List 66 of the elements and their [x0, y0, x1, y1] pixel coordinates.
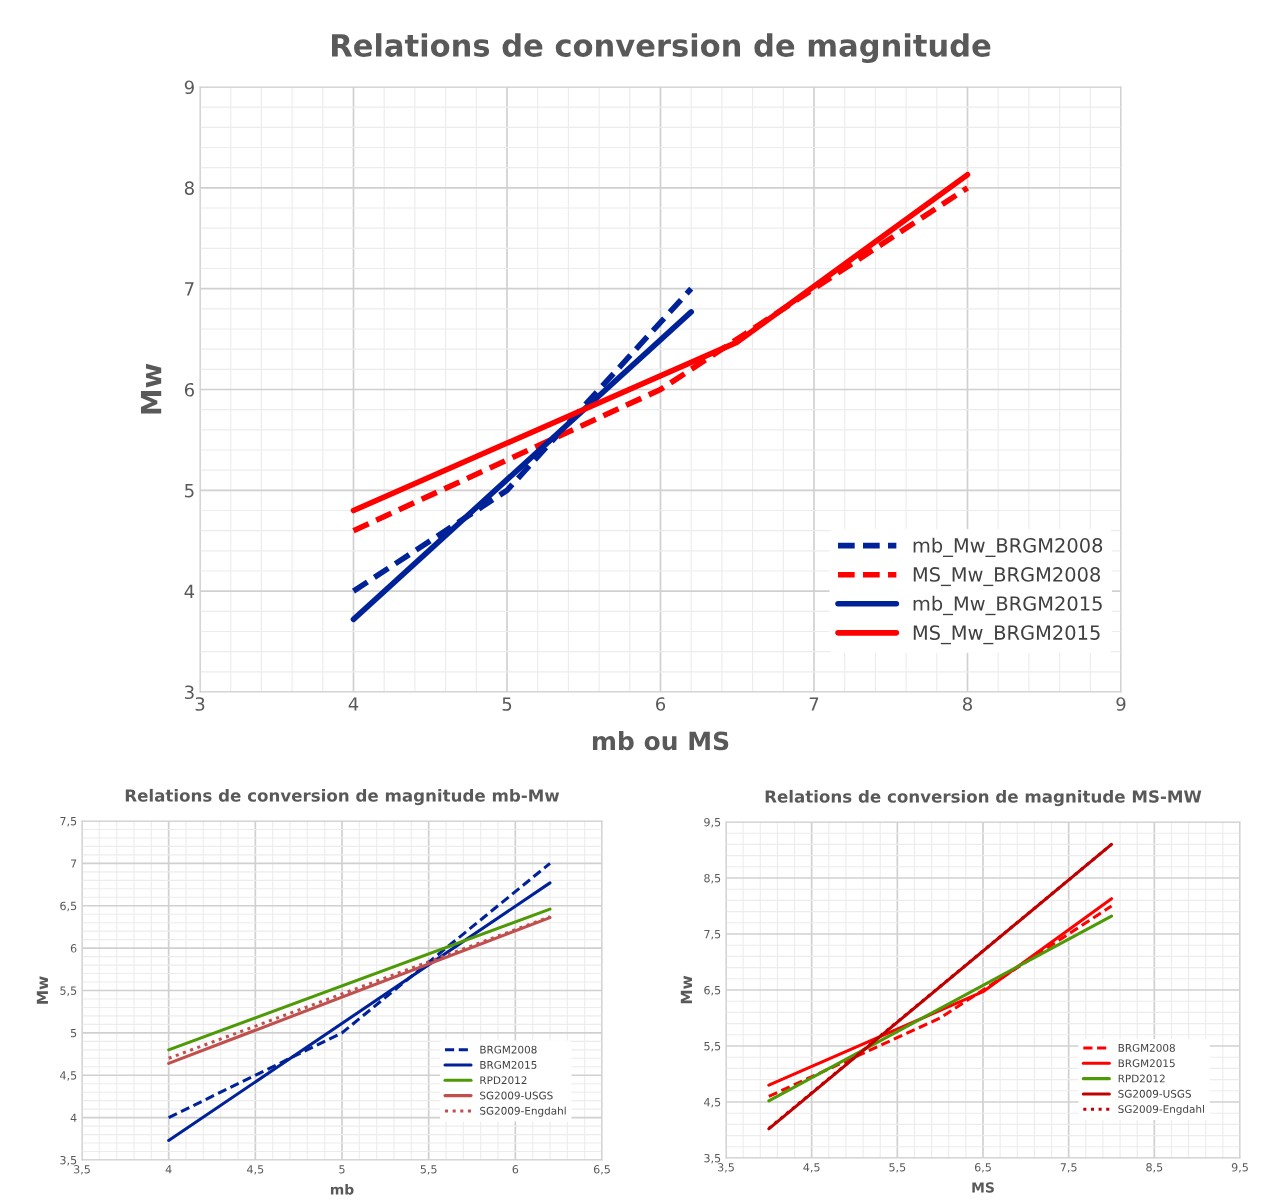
legend-label: BRGM2008 — [1118, 1043, 1175, 1052]
y-tick-label: 7,5 — [704, 930, 721, 940]
x-tick-label: 5 — [339, 1165, 345, 1174]
x-tick-label: 5,5 — [889, 1163, 906, 1173]
x-tick-label: 6,5 — [974, 1163, 991, 1173]
y-tick-label: 7,5 — [60, 817, 77, 827]
legend-label: SG2009-Engdahl — [1118, 1104, 1204, 1116]
y-tick-label: 5,5 — [704, 1042, 721, 1052]
legend-label: BRGM2008 — [480, 1045, 537, 1054]
legend-label: MS_Mw_BRGM2015 — [913, 625, 1100, 645]
legend-label: mb_Mw_BRGM2015 — [913, 595, 1102, 616]
x-tick-label: 8 — [962, 697, 973, 711]
legend-label: RPD2012 — [480, 1076, 527, 1085]
x-axis-title: mb ou MS — [592, 731, 729, 751]
legend-label: MS_Mw_BRGM2008 — [913, 567, 1100, 587]
x-tick-label: 8,5 — [1146, 1163, 1163, 1173]
x-tick-label: 9,5 — [1231, 1163, 1248, 1173]
legend-label: BRGM2015 — [1118, 1059, 1175, 1068]
x-axis-title: mb — [330, 1183, 354, 1195]
x-tick-label: 4 — [165, 1165, 172, 1174]
x-tick-label: 3 — [195, 697, 205, 711]
y-tick-label: 3,5 — [60, 1155, 77, 1166]
legend-label: SG2009-USGS — [480, 1091, 553, 1100]
legend-label: SG2009-USGS — [1118, 1089, 1191, 1098]
x-axis-title: MS — [972, 1182, 994, 1193]
x-tick-label: 9 — [1116, 697, 1126, 711]
y-tick-label: 5 — [70, 1029, 77, 1038]
y-tick-label: 4 — [184, 584, 195, 599]
x-tick-label: 5,5 — [420, 1165, 437, 1175]
x-tick-label: 7,5 — [1060, 1163, 1077, 1173]
y-axis-title: Mw — [680, 975, 692, 1004]
x-tick-label: 6,5 — [593, 1165, 610, 1175]
x-tick-label: 6 — [656, 697, 666, 711]
x-tick-label: 7 — [809, 697, 819, 711]
y-tick-label: 4,5 — [60, 1071, 77, 1081]
y-axis-title: Mw — [36, 976, 48, 1004]
x-tick-label: 4 — [348, 697, 359, 711]
y-tick-label: 6,5 — [60, 901, 77, 912]
y-tick-label: 6 — [184, 382, 194, 397]
y-tick-label: 7 — [70, 859, 77, 868]
y-tick-label: 9,5 — [704, 817, 721, 828]
x-tick-label: 4,5 — [247, 1165, 264, 1175]
legend-label: BRGM2015 — [480, 1060, 537, 1069]
y-tick-label: 3,5 — [704, 1153, 721, 1164]
y-tick-label: 9 — [184, 80, 194, 95]
x-tick-label: 6 — [512, 1165, 519, 1174]
y-tick-label: 8,5 — [704, 873, 721, 884]
y-tick-label: 6 — [70, 944, 77, 953]
chart-title: Relations de conversion de magnitude mb-Mw — [125, 788, 560, 806]
legend-label: RPD2012 — [1118, 1074, 1165, 1083]
chart-title: Relations de conversion de magnitude — [332, 33, 991, 64]
x-tick-label: 4,5 — [803, 1163, 820, 1173]
y-tick-label: 4,5 — [704, 1098, 721, 1108]
y-tick-label: 4 — [70, 1113, 77, 1122]
legend-label: SG2009-Engdahl — [480, 1106, 566, 1117]
y-axis-title: Mw — [140, 363, 162, 414]
y-tick-label: 6,5 — [704, 985, 721, 996]
x-tick-label: 5 — [502, 697, 512, 711]
chart-title: Relations de conversion de magnitude MS-MW — [765, 789, 1202, 807]
y-tick-label: 5,5 — [60, 986, 77, 997]
y-tick-label: 8 — [184, 181, 194, 195]
x-tick-label: 3,5 — [718, 1163, 734, 1173]
y-tick-label: 5 — [185, 484, 194, 498]
y-tick-label: 3 — [185, 685, 194, 700]
legend-label: mb_Mw_BRGM2008 — [913, 537, 1103, 558]
y-tick-label: 7 — [185, 282, 194, 296]
